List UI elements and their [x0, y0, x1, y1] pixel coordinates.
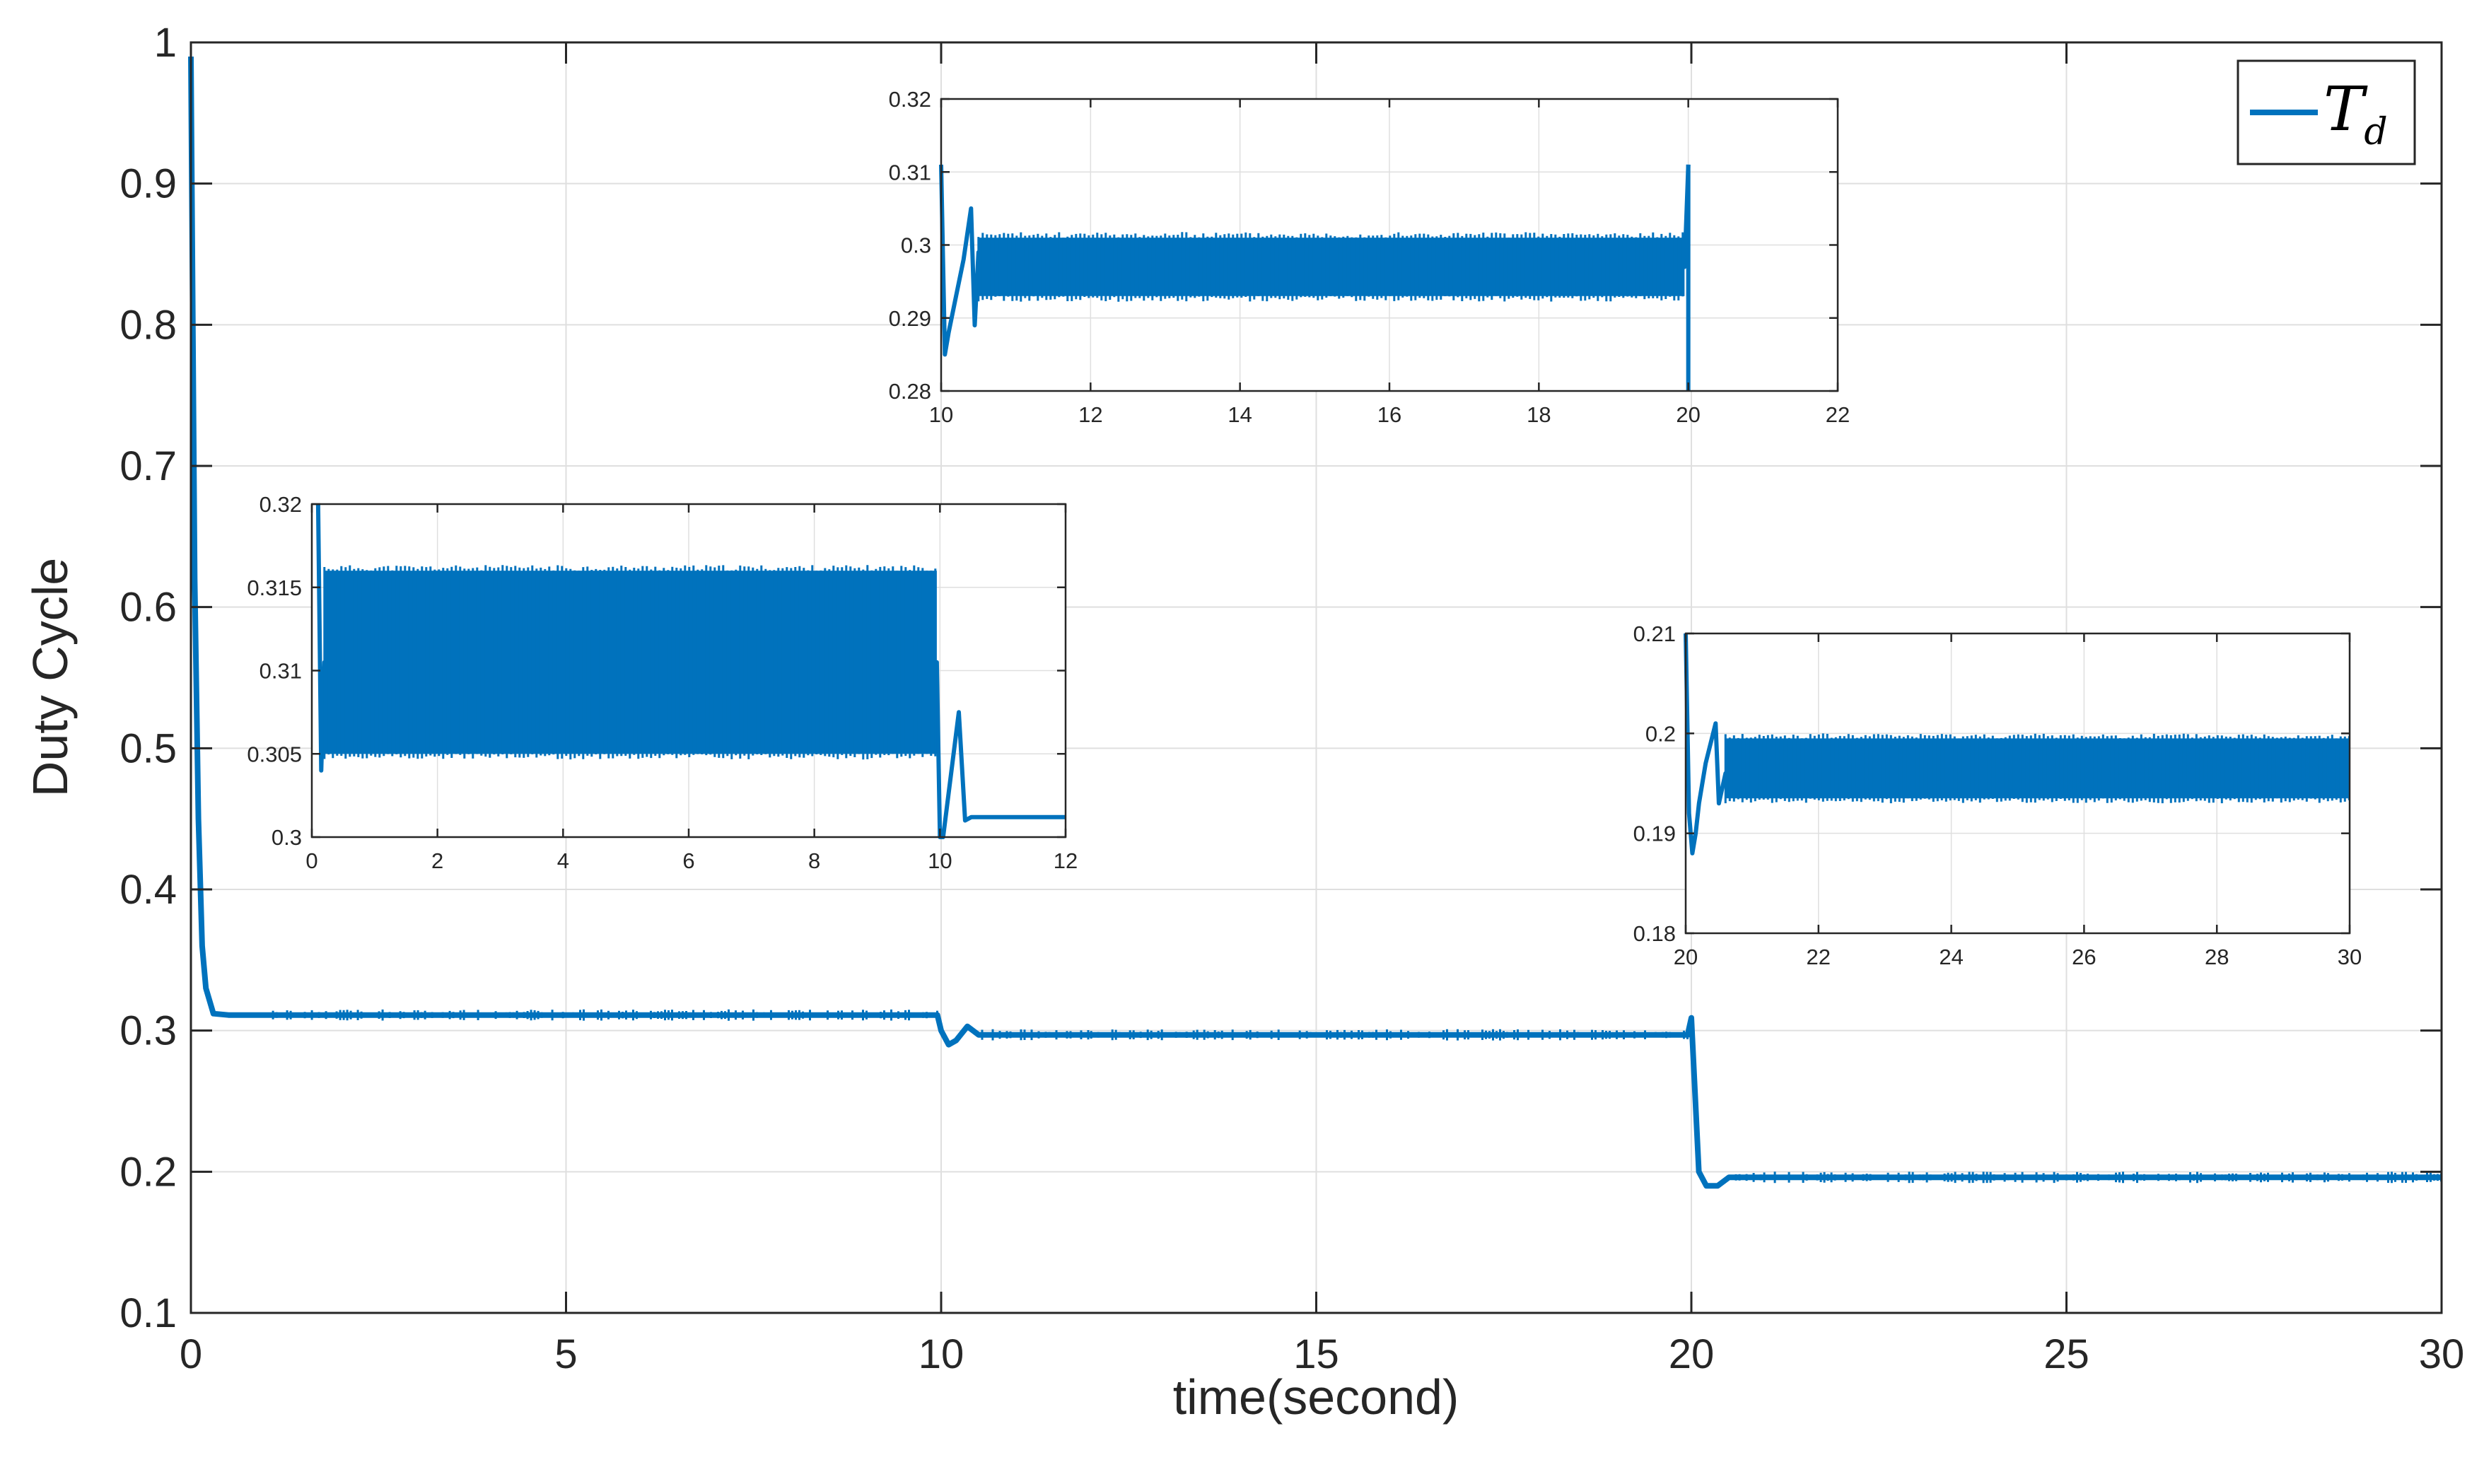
inset-left-ytick-label-3: 0.315 — [247, 576, 302, 600]
main-ytick-label-0: 0.1 — [119, 1290, 177, 1336]
legend-label-main: T — [2323, 74, 2368, 145]
inset-left: 0 2 4 6 8 10 12 0.3 0.305 0.31 0.315 0.32 — [247, 492, 1078, 873]
inset-left-ytick-label-1: 0.305 — [247, 742, 302, 766]
inset-left-ytick-label-2: 0.31 — [260, 659, 302, 684]
main-xtick-label-1: 5 — [554, 1331, 577, 1377]
inset-top-ytick-label-2: 0.3 — [901, 233, 931, 258]
inset-left-ticks: 0 2 4 6 8 10 12 0.3 0.305 0.31 0.315 0.32 — [247, 492, 1078, 873]
main-ytick-label-6: 0.7 — [119, 443, 177, 489]
inset-left-xtick-label-5: 10 — [928, 848, 952, 873]
inset-right-ticks: 20 22 24 26 28 30 0.18 0.19 0.2 0.21 — [1633, 621, 2362, 969]
main-ytick-label-8: 0.9 — [119, 161, 177, 207]
inset-right-xtick-label-2: 24 — [1939, 945, 1963, 969]
inset-top-ytick-label-0: 0.28 — [889, 379, 931, 404]
inset-left-xtick-label-3: 6 — [682, 848, 694, 873]
inset-left-xtick-label-4: 8 — [808, 848, 820, 873]
main-series-line — [188, 56, 2442, 1189]
inset-top-xtick-label-3: 16 — [1377, 402, 1401, 427]
inset-top-xtick-label-4: 18 — [1527, 402, 1551, 427]
inset-right-oscillation-band — [1725, 738, 2350, 799]
inset-right-xtick-label-3: 26 — [2072, 945, 2096, 969]
inset-left-ytick-label-4: 0.32 — [260, 492, 302, 517]
inset-right-xtick-label-4: 28 — [2205, 945, 2229, 969]
inset-right-oscillation-edges — [1724, 733, 2350, 804]
inset-right-frame — [1684, 632, 2351, 935]
main-ticks: 0 5 10 15 20 25 300.10.20.30.40.50.60.70.80.91 — [119, 20, 2464, 1377]
inset-top-oscillation-edges — [977, 232, 1684, 302]
main-xtick-label-6: 30 — [2419, 1331, 2465, 1377]
main-ytick-label-2: 0.3 — [119, 1008, 177, 1054]
y-axis-label: Duty Cycle — [23, 558, 78, 797]
main-ytick-label-5: 0.6 — [119, 585, 177, 631]
inset-top-xtick-label-2: 14 — [1228, 402, 1252, 427]
legend-label-subscript: d — [2364, 111, 2387, 153]
inset-left-oscillation-edges — [323, 565, 937, 760]
inset-left-xtick-label-2: 4 — [557, 848, 569, 873]
main-xtick-label-2: 10 — [919, 1331, 964, 1377]
inset-top-center: 10 12 14 16 18 20 22 0.28 0.29 0.3 0.31 0.32 — [889, 87, 1850, 427]
main-ytick-label-3: 0.4 — [119, 867, 177, 913]
inset-right-xtick-label-1: 22 — [1807, 945, 1831, 969]
main-xtick-label-3: 15 — [1293, 1331, 1339, 1377]
inset-top-xtick-label-1: 12 — [1078, 402, 1102, 427]
main-ytick-label-4: 0.5 — [119, 725, 177, 771]
main-ytick-label-1: 0.2 — [119, 1149, 177, 1195]
main-xtick-label-0: 0 — [180, 1331, 202, 1377]
inset-top-ytick-label-1: 0.29 — [889, 306, 931, 331]
main-xtick-label-4: 20 — [1669, 1331, 1715, 1377]
main-series-noise — [264, 1009, 2442, 1184]
main-ytick-label-9: 1 — [154, 20, 177, 66]
inset-top-xtick-label-5: 20 — [1676, 402, 1700, 427]
inset-left-xtick-label-6: 12 — [1054, 848, 1078, 873]
inset-right-ytick-label-3: 0.21 — [1633, 621, 1676, 646]
inset-right-ytick-label-2: 0.2 — [1645, 721, 1676, 746]
x-axis-label: time(second) — [1173, 1369, 1459, 1425]
inset-top-ticks: 10 12 14 16 18 20 22 0.28 0.29 0.3 0.31 0.32 — [889, 87, 1850, 427]
inset-top-series — [939, 164, 1691, 391]
inset-right-ytick-label-0: 0.18 — [1633, 921, 1676, 946]
main-ytick-label-7: 0.8 — [119, 302, 177, 348]
inset-right: 20 22 24 26 28 30 0.18 0.19 0.2 0.21 — [1633, 621, 2362, 969]
inset-top-xtick-label-6: 22 — [1826, 402, 1850, 427]
inset-left-xtick-label-0: 0 — [305, 848, 317, 873]
inset-right-ytick-label-1: 0.19 — [1633, 822, 1676, 846]
inset-right-xtick-label-5: 30 — [2338, 945, 2362, 969]
inset-top-xtick-label-0: 10 — [929, 402, 953, 427]
main-xtick-label-5: 25 — [2043, 1331, 2089, 1377]
main-series — [188, 56, 2442, 1189]
inset-right-xtick-label-0: 20 — [1674, 945, 1698, 969]
inset-top-ytick-label-3: 0.31 — [889, 160, 931, 185]
inset-left-xtick-label-1: 2 — [431, 848, 443, 873]
legend: Td — [2237, 59, 2416, 165]
inset-left-ytick-label-0: 0.3 — [272, 825, 302, 850]
inset-top-ytick-label-4: 0.32 — [889, 87, 931, 112]
legend-label-td: Td — [2323, 74, 2388, 153]
